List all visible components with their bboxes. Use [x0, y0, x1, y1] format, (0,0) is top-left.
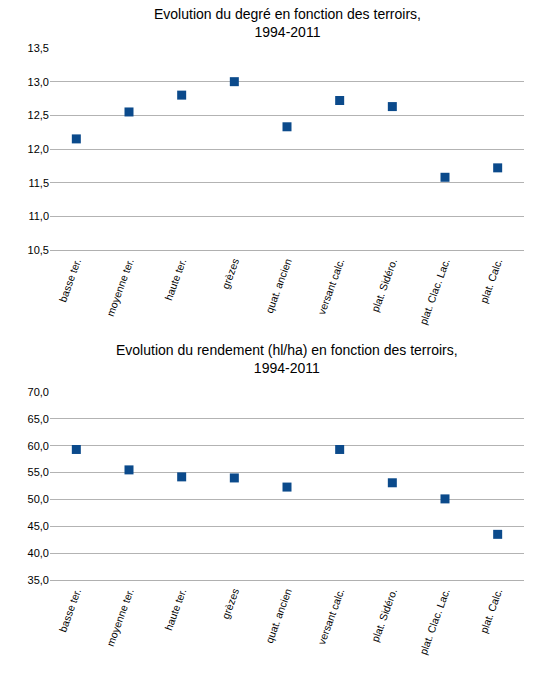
svg-text:60,0: 60,0	[28, 440, 49, 452]
svg-text:moyenne ter.: moyenne ter.	[104, 587, 136, 648]
svg-text:11,5: 11,5	[28, 177, 49, 189]
svg-text:40,0: 40,0	[28, 547, 49, 559]
svg-text:basse ter.: basse ter.	[56, 587, 83, 634]
svg-text:plat. Clac. Lac.: plat. Clac. Lac.	[417, 587, 452, 656]
svg-text:basse ter.: basse ter.	[56, 257, 83, 304]
svg-text:50,0: 50,0	[28, 493, 49, 505]
svg-text:Evolution du degré en fonction: Evolution du degré en fonction des terro…	[154, 6, 421, 40]
svg-text:plat. Sidéro.: plat. Sidéro.	[369, 257, 399, 314]
svg-text:70,0: 70,0	[28, 386, 49, 398]
svg-text:12,5: 12,5	[28, 109, 49, 121]
svg-text:10,5: 10,5	[28, 244, 49, 256]
svg-text:grèzes: grèzes	[219, 257, 241, 291]
svg-text:plat. Sidéro.: plat. Sidéro.	[369, 587, 399, 644]
svg-text:12,0: 12,0	[28, 143, 49, 155]
svg-text:11,0: 11,0	[28, 210, 49, 222]
svg-text:plat. Clac. Lac.: plat. Clac. Lac.	[417, 257, 452, 326]
svg-text:grèzes: grèzes	[219, 587, 241, 621]
svg-text:55,0: 55,0	[28, 466, 49, 478]
svg-text:quat. ancien: quat. ancien	[263, 587, 294, 645]
svg-text:versant calc.: versant calc.	[315, 587, 346, 647]
svg-text:versant calc.: versant calc.	[315, 257, 346, 317]
svg-text:Evolution du rendement (hl/ha): Evolution du rendement (hl/ha) en foncti…	[116, 342, 458, 376]
svg-text:haute ter.: haute ter.	[162, 257, 188, 302]
svg-text:13,5: 13,5	[28, 42, 49, 54]
svg-text:65,0: 65,0	[28, 413, 49, 425]
svg-text:45,0: 45,0	[28, 520, 49, 532]
svg-text:35,0: 35,0	[28, 574, 49, 586]
svg-text:plat. Calc.: plat. Calc.	[477, 257, 504, 305]
svg-text:plat. Calc.: plat. Calc.	[477, 587, 504, 635]
svg-text:quat. ancien: quat. ancien	[263, 257, 294, 315]
svg-text:13,0: 13,0	[28, 76, 49, 88]
svg-text:moyenne ter.: moyenne ter.	[104, 257, 136, 318]
svg-text:haute ter.: haute ter.	[162, 587, 188, 632]
